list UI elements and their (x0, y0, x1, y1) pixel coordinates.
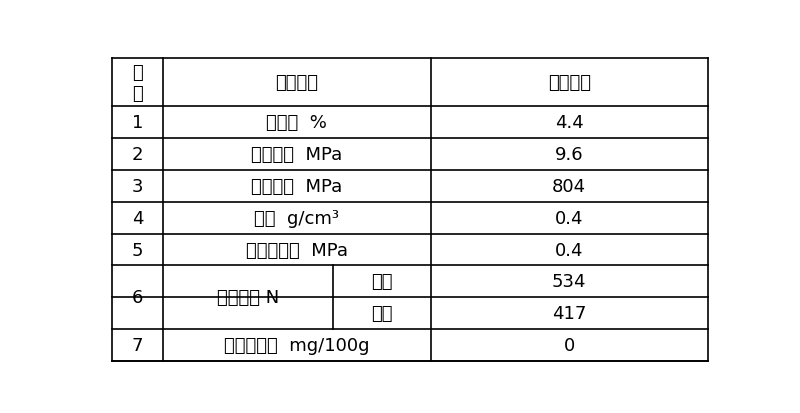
Text: 5: 5 (132, 241, 143, 259)
Text: 4.4: 4.4 (555, 114, 583, 132)
Text: 弹性模量  MPa: 弹性模量 MPa (251, 177, 342, 195)
Text: 检验结果: 检验结果 (548, 74, 590, 92)
Text: 甲醛释放量  mg/100g: 甲醛释放量 mg/100g (224, 336, 370, 354)
Text: 0: 0 (563, 336, 575, 354)
Text: 9.6: 9.6 (555, 145, 583, 164)
Text: 静曲强度  MPa: 静曲强度 MPa (251, 145, 342, 164)
Text: 6: 6 (132, 289, 143, 306)
Text: 1: 1 (132, 114, 143, 132)
Text: 7: 7 (132, 336, 143, 354)
Text: 3: 3 (132, 177, 143, 195)
Text: 检测项目: 检测项目 (275, 74, 318, 92)
Text: 2: 2 (132, 145, 143, 164)
Text: 804: 804 (552, 177, 586, 195)
Text: 板面: 板面 (371, 273, 393, 291)
Text: 534: 534 (552, 273, 586, 291)
Text: 417: 417 (552, 304, 586, 323)
Text: 内结合强度  MPa: 内结合强度 MPa (246, 241, 348, 259)
Text: 含水率  %: 含水率 % (266, 114, 327, 132)
Text: 0.4: 0.4 (555, 209, 583, 227)
Text: 序
号: 序 号 (132, 64, 143, 102)
Text: 握螺钉力 N: 握螺钉力 N (217, 289, 279, 306)
Text: 0.4: 0.4 (555, 241, 583, 259)
Text: 板边: 板边 (371, 304, 393, 323)
Text: 密度  g/cm³: 密度 g/cm³ (254, 209, 339, 227)
Text: 4: 4 (132, 209, 143, 227)
